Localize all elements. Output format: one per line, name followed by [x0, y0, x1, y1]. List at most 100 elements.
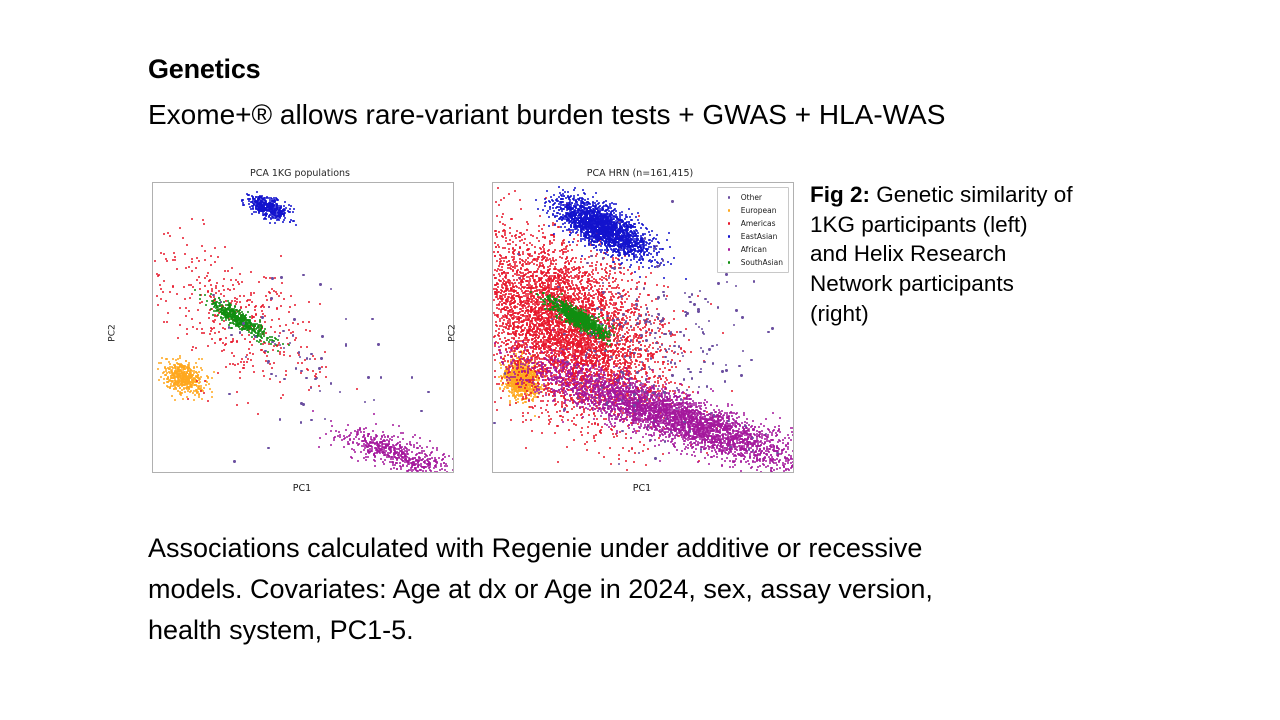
scatter-point [573, 302, 575, 304]
scatter-point [430, 452, 432, 454]
scatter-point [288, 204, 290, 206]
scatter-point [293, 318, 295, 320]
scatter-point [167, 312, 169, 314]
scatter-point [592, 273, 594, 275]
scatter-point [357, 444, 359, 446]
scatter-point [261, 337, 263, 339]
scatter-point [500, 367, 502, 369]
scatter-point [363, 449, 365, 451]
scatter-point [283, 298, 285, 300]
scatter-point [194, 394, 196, 396]
scatter-point [236, 341, 238, 343]
scatter-point [191, 318, 193, 320]
scatter-point [239, 319, 241, 321]
scatter-point [331, 425, 333, 427]
scatter-point [197, 309, 199, 311]
scatter-point [192, 326, 194, 328]
scatter-point [389, 461, 391, 463]
scatter-point [225, 366, 227, 368]
scatter-point [319, 303, 321, 305]
scatter-point [547, 400, 549, 402]
scatter-point [225, 309, 227, 311]
scatter-point [662, 371, 664, 373]
scatter-point [692, 391, 694, 393]
scatter-point [512, 275, 514, 277]
scatter-point [227, 300, 229, 302]
scatter-point [232, 284, 234, 286]
scatter-point [156, 295, 158, 297]
scatter-point [215, 287, 217, 289]
scatter-point [428, 464, 430, 466]
x-tick-mark [417, 472, 418, 473]
scatter-point [269, 292, 271, 294]
scatter-point [609, 317, 611, 319]
scatter-point [172, 377, 174, 379]
scatter-point [224, 328, 226, 330]
scatter-point [191, 293, 193, 295]
scatter-point [297, 323, 299, 325]
scatter-point [277, 212, 279, 214]
scatter-point [259, 321, 261, 323]
scatter-point [265, 332, 267, 334]
scatter-point [301, 362, 303, 364]
scatter-point [269, 378, 271, 380]
scatter-point [233, 355, 235, 357]
scatter-point [354, 451, 356, 453]
scatter-point [198, 358, 200, 360]
scatter-point [248, 348, 250, 350]
scatter-point [210, 330, 212, 332]
scatter-point [241, 358, 243, 360]
scatter-point [573, 417, 575, 419]
scatter-point [314, 378, 316, 380]
scatter-point [232, 338, 234, 340]
scatter-point [306, 357, 308, 359]
scatter-point [225, 319, 227, 321]
scatter-point [281, 282, 283, 284]
scatter-point [214, 342, 216, 344]
scatter-point [185, 360, 187, 362]
scatter-point [204, 294, 206, 296]
scatter-point [434, 465, 436, 467]
scatter-point [230, 327, 232, 329]
scatter-point [201, 245, 203, 247]
scatter-point [243, 364, 245, 366]
scatter-point [271, 336, 273, 338]
scatter-point [231, 352, 233, 354]
scatter-point [279, 325, 281, 327]
scatter-point [561, 257, 563, 259]
scatter-point [241, 200, 243, 202]
scatter-point [363, 457, 365, 459]
scatter-point [642, 450, 644, 452]
scatter-point [186, 328, 188, 330]
scatter-point [391, 436, 393, 438]
scatter-point [208, 317, 210, 319]
scatter-point [525, 384, 527, 386]
scatter-point [498, 204, 500, 206]
scatter-point [249, 206, 251, 208]
scatter-point [258, 330, 260, 332]
scatter-point [330, 420, 332, 422]
scatter-point [195, 362, 197, 364]
scatter-point [265, 212, 267, 214]
scatter-point [165, 300, 167, 302]
scatter-point [192, 346, 194, 348]
scatter-point [295, 367, 297, 369]
scatter-point [162, 291, 164, 293]
scatter-point [295, 337, 297, 339]
scatter-point [230, 279, 232, 281]
scatter-point [239, 377, 241, 379]
scatter-point [288, 311, 290, 313]
scatter-point [644, 345, 646, 347]
scatter-point [211, 396, 213, 398]
scatter-point [243, 361, 245, 363]
plot-area-left: 0.00.20.40.60.80.40.20.0−0.2 [152, 182, 454, 473]
scatter-point [508, 395, 510, 397]
scatter-point [179, 387, 181, 389]
scatter-point [166, 321, 168, 323]
scatter-point [268, 306, 270, 308]
scatter-point [186, 333, 188, 335]
scatter-point [207, 400, 209, 402]
scatter-point [280, 206, 282, 208]
scatter-point [211, 391, 213, 393]
scatter-point [390, 458, 392, 460]
